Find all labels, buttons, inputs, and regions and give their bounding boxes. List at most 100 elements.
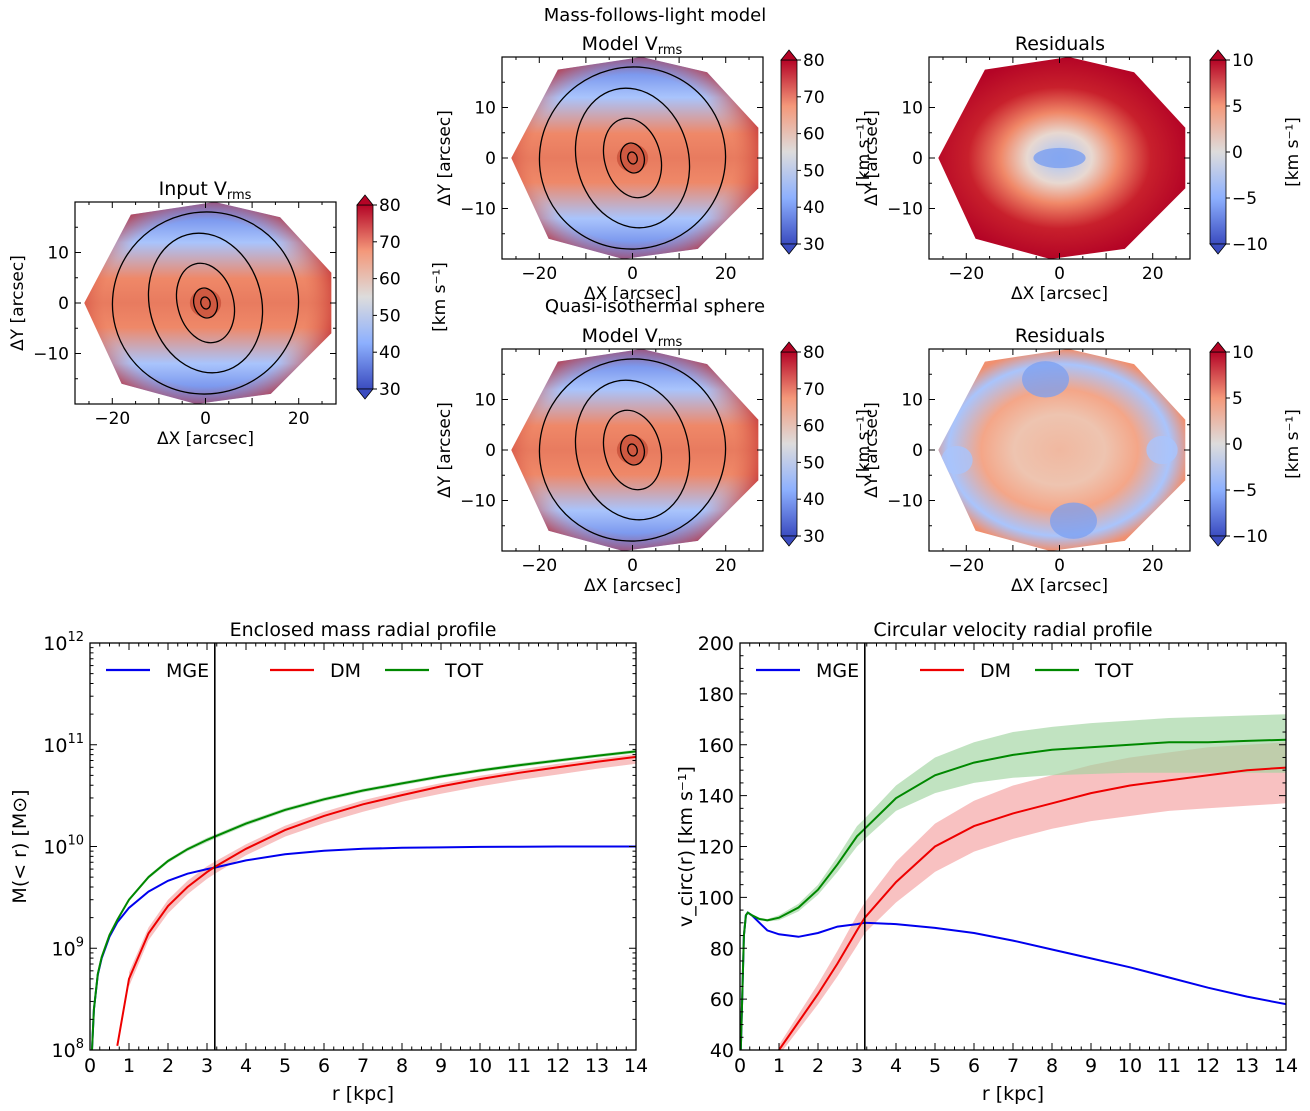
y-tick-label: 1010 [43, 834, 84, 859]
map-field [511, 57, 759, 259]
x-tick-label: 3 [851, 1055, 863, 1077]
x-tick-label: 9 [435, 1055, 447, 1077]
section-title-mass-follows-light: Mass-follows-light model [544, 5, 766, 26]
legend-label-mge: MGE [166, 660, 209, 682]
x-tick-label: 12 [546, 1055, 570, 1077]
x-tick-label: 2 [162, 1055, 174, 1077]
x-tick-label: 1 [123, 1055, 135, 1077]
colorbar-tick-label: −5 [1232, 189, 1257, 209]
y-tick-label: 180 [698, 684, 734, 706]
colorbar-max-arrow [780, 341, 798, 353]
x-tick-label: 5 [279, 1055, 291, 1077]
x-tick-label: 0 [84, 1055, 96, 1077]
map-ticks [75, 202, 336, 404]
map-panel-qis-model: −20 0 20 10 0 −10 ΔX [arcsec] ΔY [arcsec] Model … [435, 325, 874, 596]
y-tick-label: 200 [698, 633, 734, 655]
colorbar-tick-label: 30 [379, 380, 401, 400]
colorbar-label: [km s⁻¹] [430, 262, 450, 332]
isophote-contours [538, 66, 727, 250]
legend-label-tot: TOT [444, 660, 484, 682]
colorbar-tick-label: 5 [1232, 389, 1243, 409]
map-xlabel: ΔX [arcsec] [157, 429, 254, 449]
y-tick-label: 100 [698, 887, 734, 909]
map-xtick-label: −20 [521, 264, 557, 284]
colorbar-tick-label: −10 [1232, 235, 1268, 255]
band-tot [740, 714, 1286, 1050]
x-tick-label: 11 [507, 1055, 531, 1077]
colorbar: 10 5 0 −5 −10 [km s⁻¹] [1209, 341, 1303, 547]
colorbar-tick-label: 10 [1232, 343, 1254, 363]
colorbar-tick-label: 60 [803, 125, 825, 145]
map-ylabel: ΔY [arcsec] [862, 402, 882, 498]
x-tick-label: 11 [1157, 1055, 1181, 1077]
y-tick-label: 160 [698, 735, 734, 757]
chart-circular-velocity: 0 1 2 3 4 5 6 7 8 9 10 11 12 13 1440608010012014016018… [675, 619, 1298, 1105]
colorbar-tick-label: 50 [379, 306, 401, 326]
series-line-tot [740, 738, 1286, 1050]
x-tick-label: 14 [1274, 1055, 1298, 1077]
map-ticks [502, 349, 763, 551]
x-tick-label: 13 [1235, 1055, 1259, 1077]
map-xtick-label: 20 [288, 409, 310, 429]
map-ytick-label: 10 [901, 391, 923, 411]
x-tick-label: 10 [1118, 1055, 1142, 1077]
isophote-contours [538, 358, 727, 542]
map-xtick-label: 20 [1142, 264, 1164, 284]
y-tick-label: 109 [52, 935, 84, 960]
x-tick-label: 4 [240, 1055, 252, 1077]
map-xtick-label: 20 [715, 264, 737, 284]
band-dm [779, 742, 1286, 1050]
colorbar-tick-label: 0 [1232, 143, 1243, 163]
isophote-contours [111, 211, 300, 395]
chart-ticks [89, 642, 637, 1051]
velocity-maps: −20 0 20 10 0 −10 ΔX [arcsec] ΔY [arcsec] Input … [8, 33, 1303, 596]
x-tick-label: 4 [890, 1055, 902, 1077]
chart-title: Circular velocity radial profile [873, 619, 1152, 641]
map-ytick-label: −10 [887, 492, 923, 512]
map-ytick-label: 10 [474, 391, 496, 411]
colorbar-tick-label: −5 [1232, 481, 1257, 501]
map-xtick-label: −20 [94, 409, 130, 429]
colorbar-min-arrow [780, 535, 798, 547]
map-ytick-label: 0 [58, 294, 69, 314]
map-ytick-label: −10 [887, 200, 923, 220]
map-ytick-label: −10 [33, 345, 69, 365]
map-xtick-label: 20 [1142, 556, 1164, 576]
legend-label-dm: DM [980, 660, 1011, 682]
map-xlabel: ΔX [arcsec] [584, 576, 681, 596]
chart-xlabel: r [kpc] [332, 1083, 394, 1105]
map-xtick-label: 0 [627, 556, 638, 576]
x-tick-label: 7 [357, 1055, 369, 1077]
series-line-dm [116, 755, 636, 1046]
y-tick-label: 108 [52, 1037, 84, 1062]
map-title: Residuals [1015, 325, 1105, 347]
colorbar-tick-label: 40 [803, 490, 825, 510]
y-tick-label: 80 [710, 938, 734, 960]
x-tick-label: 2 [812, 1055, 824, 1077]
x-tick-label: 5 [929, 1055, 941, 1077]
x-tick-label: 8 [396, 1055, 408, 1077]
y-tick-label: 60 [710, 989, 734, 1011]
map-panel-input: −20 0 20 10 0 −10 ΔX [arcsec] ΔY [arcsec] Input … [8, 178, 450, 449]
map-title: Model Vrms [582, 33, 683, 58]
map-field [84, 202, 332, 404]
map-ytick-label: 10 [47, 244, 69, 264]
y-tick-label: 140 [698, 786, 734, 808]
map-xtick-label: −20 [948, 264, 984, 284]
x-tick-label: 13 [585, 1055, 609, 1077]
colorbar-max-arrow [1209, 49, 1227, 61]
chart-xlabel: r [kpc] [982, 1083, 1044, 1105]
colorbar-tick-label: 50 [803, 453, 825, 473]
map-ylabel: ΔY [arcsec] [8, 255, 28, 351]
map-xlabel: ΔX [arcsec] [1011, 576, 1108, 596]
map-ytick-label: −10 [460, 200, 496, 220]
x-tick-label: 1 [773, 1055, 785, 1077]
y-tick-label: 1011 [43, 732, 84, 757]
x-tick-label: 7 [1007, 1055, 1019, 1077]
map-ticks [502, 57, 763, 259]
map-panel-mfl-model: −20 0 20 10 0 −10 ΔX [arcsec] ΔY [arcsec] Model … [435, 33, 874, 304]
map-ticks [929, 57, 1190, 259]
